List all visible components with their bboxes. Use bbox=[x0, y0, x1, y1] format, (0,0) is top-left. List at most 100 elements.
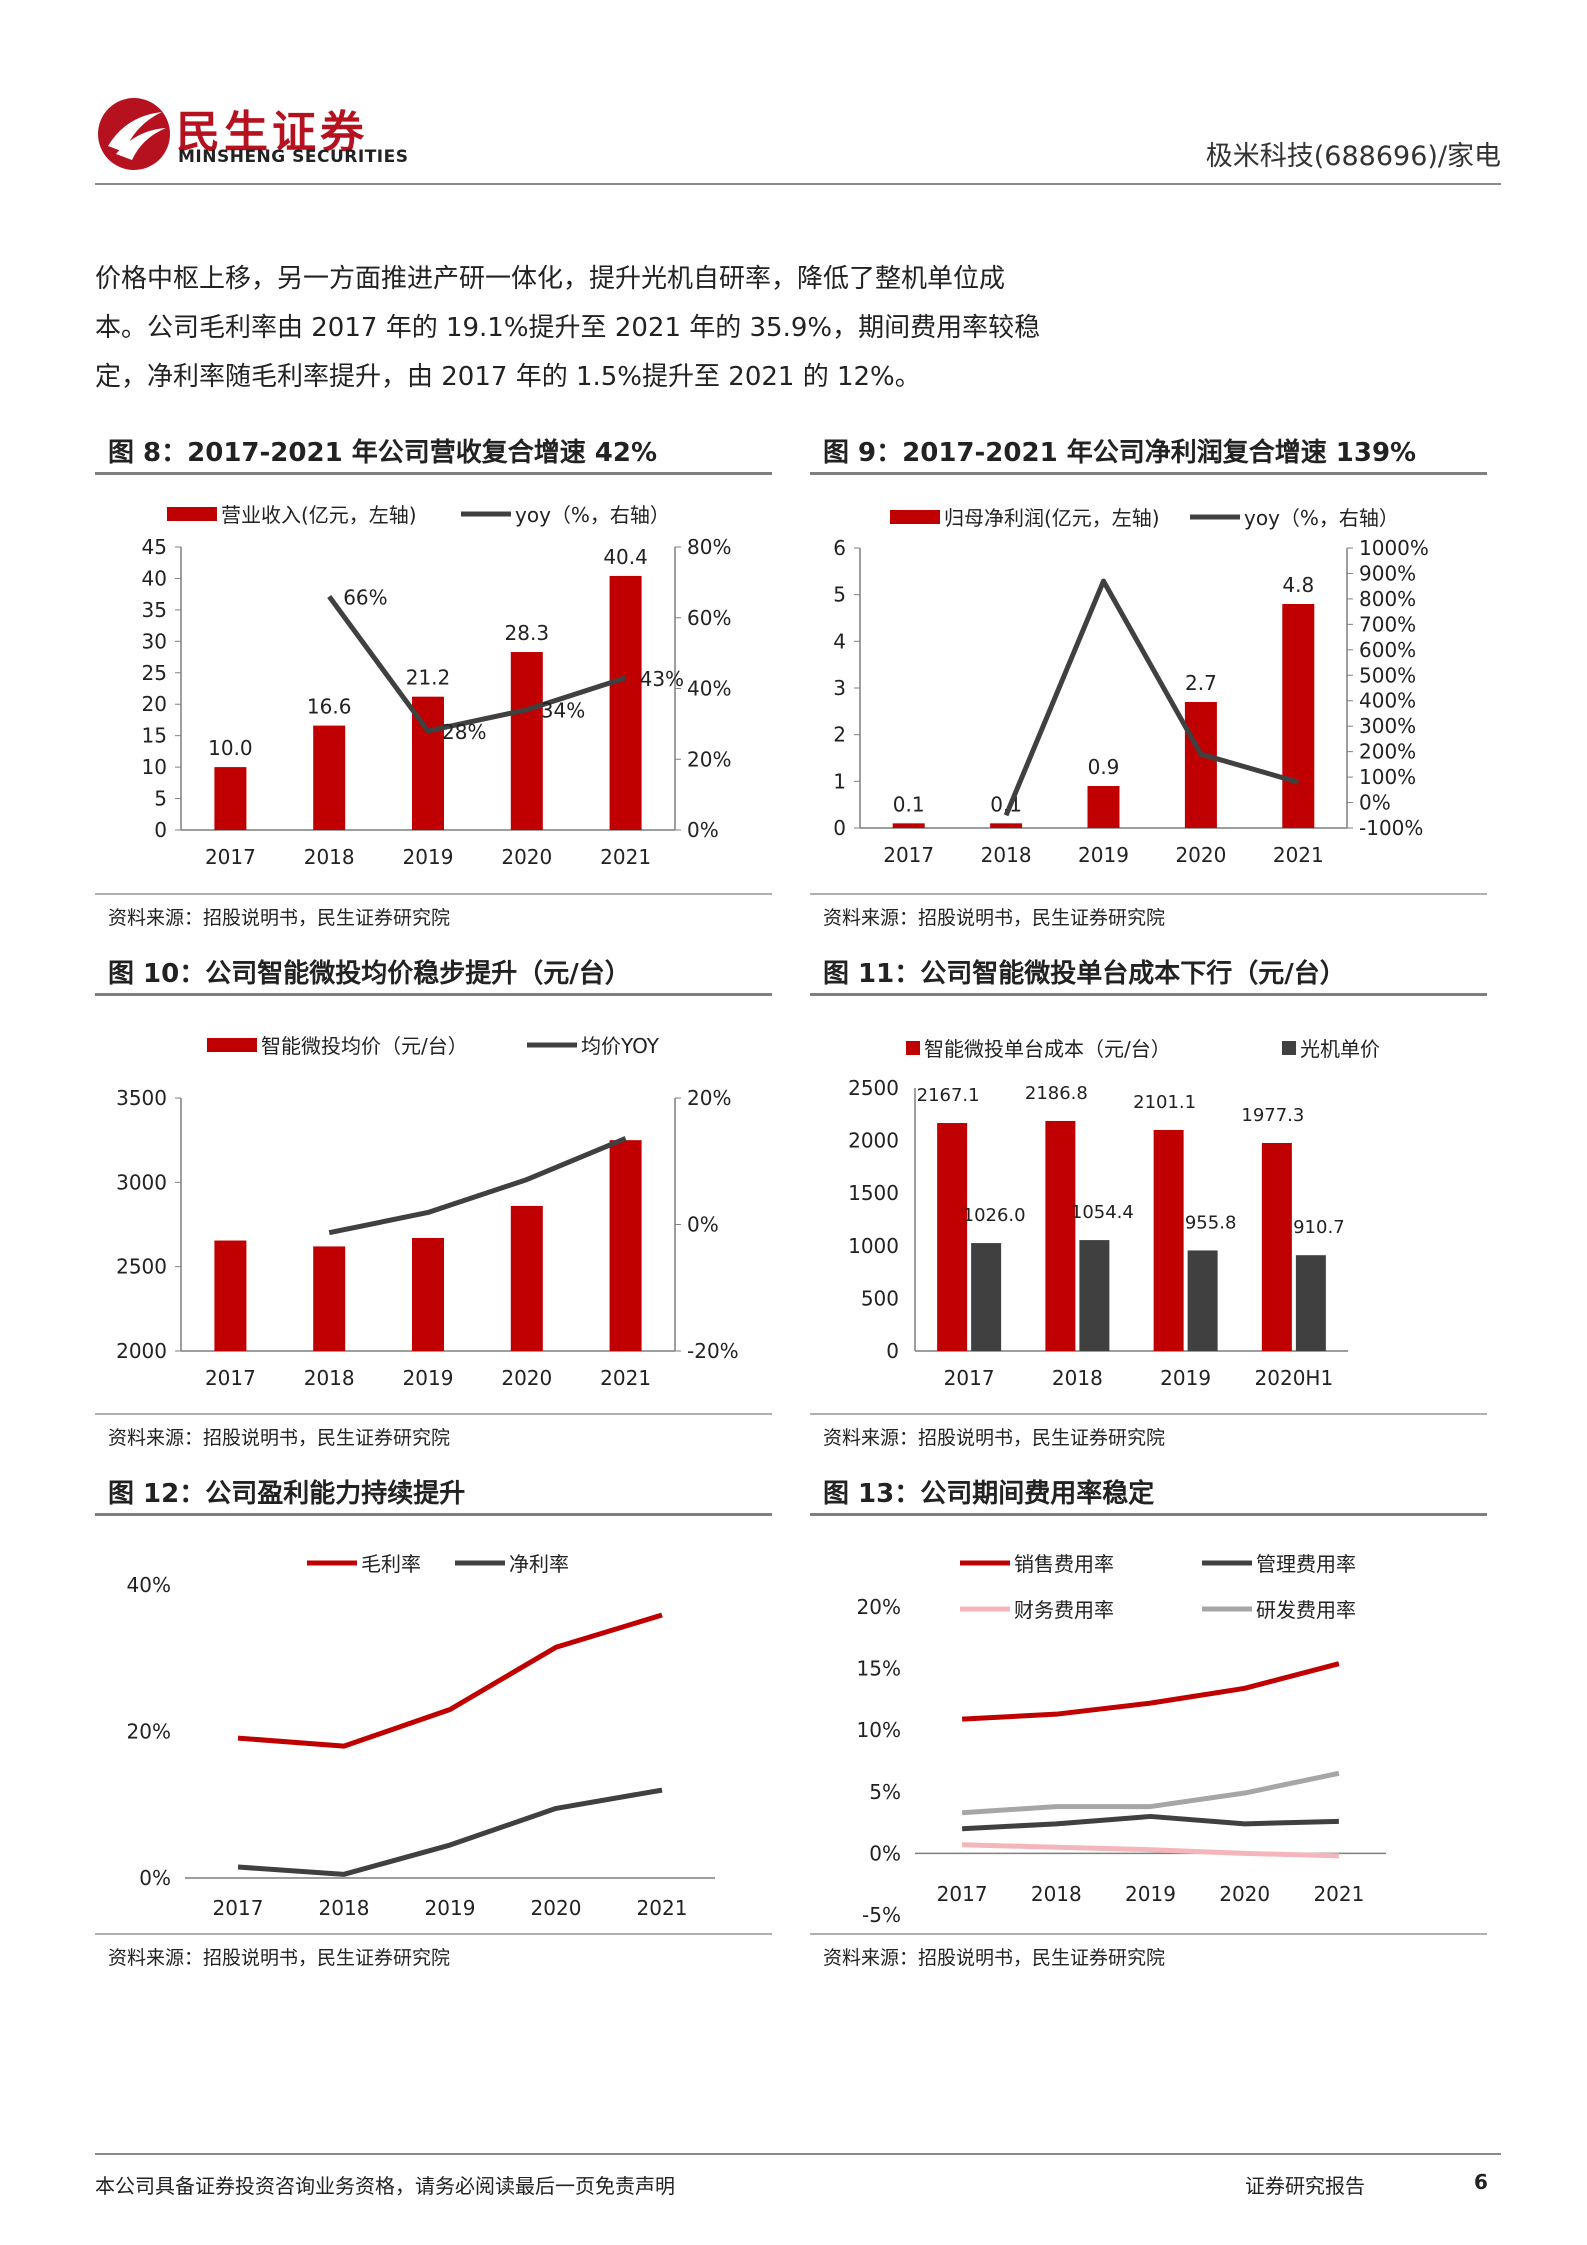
fig10-source-rule bbox=[95, 1413, 772, 1415]
fig11-x-tick: 2018 bbox=[1052, 1366, 1103, 1390]
fig9-bar bbox=[1282, 604, 1315, 828]
fig9-y-right-tick: 500% bbox=[1359, 663, 1416, 687]
fig8-line-label: 28% bbox=[442, 720, 486, 744]
fig11-x-tick: 2020H1 bbox=[1255, 1366, 1334, 1390]
fig13-x-tick: 2021 bbox=[1313, 1882, 1364, 1906]
fig11-s2-legend-label: 光机单价 bbox=[1300, 1037, 1380, 1061]
fig8-chart: 0 5 10 15 20 25 30 35 40 45 0% 20% 40% 60% 80% 10.0 2017… bbox=[142, 503, 732, 869]
fig9-y-left-tick: 5 bbox=[833, 583, 846, 607]
fig13-s4-legend-label: 研发费用率 bbox=[1256, 1598, 1356, 1622]
fig13-y-tick: -5% bbox=[862, 1903, 901, 1926]
fig9-bar-label: 0.9 bbox=[1088, 755, 1120, 779]
fig8-y-left-tick: 35 bbox=[142, 598, 167, 622]
fig13-source-rule bbox=[810, 1933, 1487, 1935]
fig9-bar-label: 4.8 bbox=[1282, 573, 1314, 597]
fig11-bar-label: 1026.0 bbox=[963, 1205, 1026, 1226]
fig11-bar-label: 2101.1 bbox=[1133, 1092, 1196, 1113]
fig13-line-series bbox=[961, 1661, 1340, 1722]
fig8-y-right-tick: 40% bbox=[687, 677, 731, 701]
fig10-y-left-tick: 3500 bbox=[116, 1086, 167, 1110]
fig11-x-tick: 2019 bbox=[1160, 1366, 1211, 1390]
fig13-x-tick: 2020 bbox=[1219, 1882, 1270, 1906]
fig9-title-rule bbox=[810, 472, 1487, 475]
fig10-x-tick: 2017 bbox=[205, 1366, 256, 1390]
fig8-source-rule bbox=[95, 893, 772, 895]
fig8-line-label: 34% bbox=[541, 699, 585, 723]
fig8-bar bbox=[510, 652, 543, 830]
fig11-y-tick: 1500 bbox=[848, 1181, 899, 1205]
fig11-y-tick: 2500 bbox=[848, 1076, 899, 1100]
fig11-bar bbox=[1045, 1120, 1076, 1351]
fig8-title: 图 8：2017-2021 年公司营收复合增速 42% bbox=[108, 438, 657, 468]
paragraph-line-1: 价格中枢上移，另一方面推进产研一体化，提升光机自研率，降低了整机单位成 bbox=[95, 264, 1006, 294]
footer-report-type: 证券研究报告 bbox=[1245, 2174, 1365, 2198]
fig10-x-tick: 2021 bbox=[600, 1366, 651, 1390]
fig12-chart: 0% 20% 40% 2017 2018 2019 2020 2021 毛利率 净利率 bbox=[127, 1552, 715, 1920]
fig10-x-tick: 2020 bbox=[501, 1366, 552, 1390]
fig13-chart: -5% 0% 5% 10% 15% 20% 2017 2018 2019 2020 2021 销售费用… bbox=[857, 1552, 1386, 1926]
fig12-title: 图 12：公司盈利能力持续提升 bbox=[108, 1479, 466, 1509]
fig9-y-right-tick: 700% bbox=[1359, 612, 1416, 636]
fig12-line-series bbox=[237, 1612, 663, 1749]
fig13-source: 资料来源：招股说明书，民生证券研究院 bbox=[823, 1947, 1166, 1969]
fig10-y-right-tick: -20% bbox=[687, 1339, 739, 1363]
report-tag: 极米科技(688696)/家电 bbox=[1205, 141, 1501, 172]
fig13-s3-legend-label: 财务费用率 bbox=[1014, 1598, 1114, 1622]
fig13-s2-legend-label: 管理费用率 bbox=[1256, 1552, 1356, 1576]
fig8-bar bbox=[609, 575, 642, 830]
fig8-bar-label: 21.2 bbox=[406, 666, 451, 690]
header-divider bbox=[95, 183, 1501, 185]
fig13-x-tick: 2017 bbox=[937, 1882, 988, 1906]
fig12-x-tick: 2021 bbox=[637, 1896, 688, 1920]
fig10-line-legend-label: 均价YOY bbox=[581, 1034, 660, 1058]
page-number: 6 bbox=[1474, 2170, 1488, 2194]
fig10-x-tick: 2018 bbox=[304, 1366, 355, 1390]
fig12-title-rule bbox=[95, 1513, 772, 1516]
fig9-y-right-tick: 1000% bbox=[1359, 536, 1429, 560]
fig10-y-right-tick: 0% bbox=[687, 1213, 719, 1237]
fig10-bar bbox=[609, 1140, 642, 1351]
fig11-y-tick: 0 bbox=[886, 1339, 899, 1363]
paragraph-line-2: 本。公司毛利率由 2017 年的 19.1%提升至 2021 年的 35.9%，… bbox=[95, 313, 1041, 343]
fig9-bar bbox=[1087, 786, 1120, 828]
fig8-bar-label: 28.3 bbox=[505, 621, 550, 645]
fig8-y-left-tick: 45 bbox=[142, 535, 167, 559]
fig11-title-rule bbox=[810, 993, 1487, 996]
fig13-y-tick: 10% bbox=[857, 1718, 901, 1742]
fig8-source: 资料来源：招股说明书，民生证券研究院 bbox=[108, 907, 451, 929]
fig10-source: 资料来源：招股说明书，民生证券研究院 bbox=[108, 1427, 451, 1449]
fig9-bar bbox=[892, 823, 925, 828]
fig9-source-rule bbox=[810, 893, 1487, 895]
fig9-line-series bbox=[1003, 578, 1299, 817]
fig11-s1-legend-swatch bbox=[906, 1041, 920, 1055]
fig13-y-tick: 0% bbox=[869, 1841, 901, 1865]
fig12-y-tick: 0% bbox=[139, 1866, 171, 1890]
fig9-y-left-tick: 6 bbox=[833, 536, 846, 560]
fig13-y-tick: 5% bbox=[869, 1780, 901, 1804]
fig11-y-tick: 1000 bbox=[848, 1234, 899, 1258]
fig10-line-series bbox=[328, 1136, 627, 1236]
fig11-bar-label: 2167.1 bbox=[917, 1085, 980, 1106]
fig12-s1-legend-label: 毛利率 bbox=[361, 1552, 421, 1576]
fig10-chart: 2000 2500 3000 3500 -20% 0% 20% 2017 2018 2019 202… bbox=[116, 1034, 739, 1390]
fig12-x-tick: 2020 bbox=[531, 1896, 582, 1920]
fig8-line-series bbox=[327, 595, 627, 734]
fig9-line-legend-label: yoy（%，右轴） bbox=[1244, 506, 1399, 530]
fig8-line-label: 43% bbox=[640, 667, 684, 691]
fig11-bar bbox=[1261, 1142, 1292, 1351]
fig9-y-right-tick: 0% bbox=[1359, 791, 1391, 815]
fig12-y-tick: 40% bbox=[127, 1573, 171, 1597]
fig9-y-right-tick: 600% bbox=[1359, 638, 1416, 662]
fig9-bar-label: 2.7 bbox=[1185, 671, 1217, 695]
fig9-y-left-tick: 4 bbox=[833, 629, 846, 653]
fig13-y-tick: 20% bbox=[857, 1595, 901, 1619]
fig9-x-tick: 2019 bbox=[1078, 843, 1129, 867]
fig9-bar bbox=[1184, 702, 1217, 828]
fig11-x-tick: 2017 bbox=[944, 1366, 995, 1390]
fig9-bar bbox=[990, 823, 1023, 828]
fig12-source: 资料来源：招股说明书，民生证券研究院 bbox=[108, 1947, 451, 1969]
fig9-y-left-tick: 1 bbox=[833, 769, 846, 793]
paragraph-line-3: 定，净利率随毛利率提升，由 2017 年的 1.5%提升至 2021 的 12%… bbox=[95, 362, 921, 392]
fig8-x-tick: 2018 bbox=[304, 845, 355, 869]
fig10-y-left-tick: 2500 bbox=[116, 1255, 167, 1279]
